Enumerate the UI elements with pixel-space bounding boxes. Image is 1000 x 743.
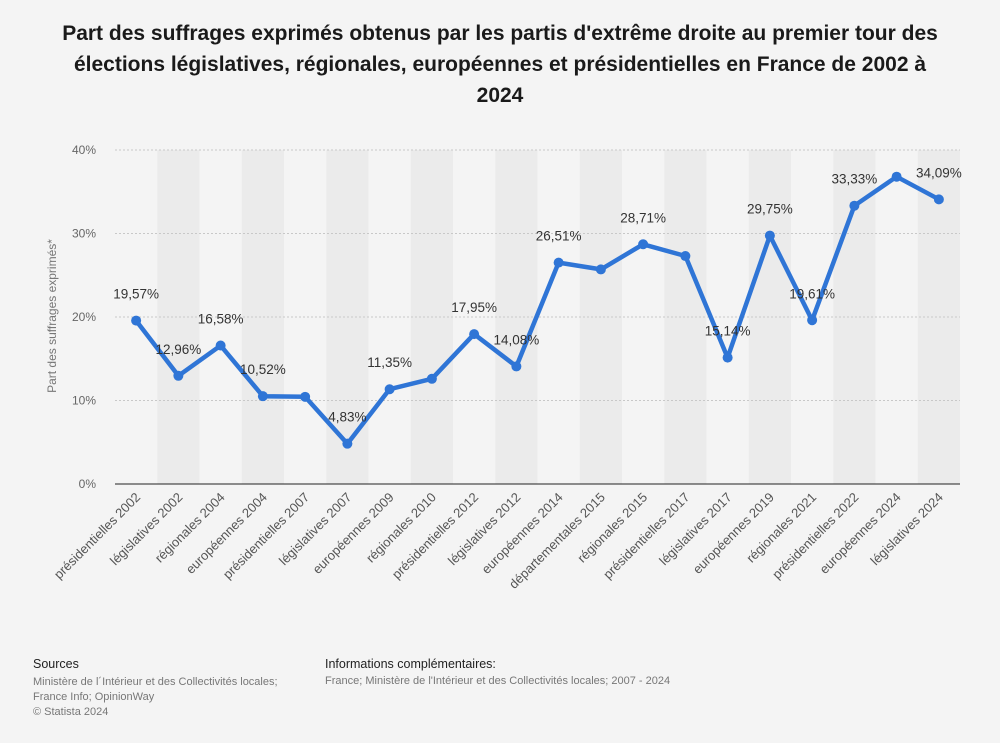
info-title: Informations complémentaires: [325,657,496,671]
data-label: 34,09% [916,165,962,180]
y-tick-label: 10% [72,394,96,408]
data-point [595,264,606,275]
data-point [807,315,818,326]
sources-line: Ministère de l´Intérieur et des Collecti… [33,676,278,688]
data-point [511,361,522,372]
data-label: 19,57% [113,287,159,302]
data-point [173,370,184,381]
x-tick-label: législatives 2024 [867,490,946,569]
data-point [131,315,142,326]
data-point [300,391,311,402]
sources-title: Sources [33,657,79,671]
data-label: 12,96% [155,342,201,357]
y-axis-label: Part des suffrages exprimés* [45,239,59,393]
data-label: 28,71% [620,210,666,225]
data-point [342,438,353,449]
data-point [849,200,860,211]
data-points [131,171,944,449]
data-point [257,391,268,402]
data-point [933,194,944,205]
data-label: 10,52% [240,362,286,377]
x-tick-label: législatives 2007 [276,490,355,569]
data-labels: 19,57% 12,96% 16,58% 10,52% 4,83% 11,35% 17,95… [113,165,962,424]
sources-text: Ministère de l´Intérieur et des Collecti… [33,675,323,720]
y-axis-ticks: 0% 10% 20% 30% 40% [72,143,96,491]
data-point [764,230,775,241]
y-tick-label: 20% [72,310,96,324]
data-point [680,251,691,262]
copyright: © Statista 2024 [33,706,109,718]
x-tick-label: législatives 2002 [107,490,186,569]
data-label: 4,83% [328,410,366,425]
data-label: 33,33% [831,172,877,187]
info-text: France; Ministère de l'Intérieur et des … [325,675,671,687]
chart-title: Part des suffrages exprimés obtenus par … [62,22,938,107]
y-tick-label: 40% [72,143,96,157]
grid-lines [115,149,960,401]
x-tick-label: législatives 2017 [656,490,735,569]
data-point [638,239,649,250]
data-point [215,340,226,351]
data-point [426,373,437,384]
data-label: 17,95% [451,300,497,315]
data-label: 26,51% [536,229,582,244]
y-tick-label: 0% [79,477,97,491]
data-point [553,257,564,268]
data-point [384,384,395,395]
y-tick-label: 30% [72,227,96,241]
data-label: 15,14% [705,324,751,339]
data-label: 11,35% [367,355,412,370]
data-point [722,352,733,363]
data-label: 14,08% [493,332,539,347]
data-label: 29,75% [747,202,793,217]
data-point [891,171,902,182]
data-label: 19,61% [789,286,835,301]
data-label: 16,58% [198,312,244,327]
line-chart: 0% 10% 20% 30% 40% Part des suffrages exprim… [45,143,962,592]
data-point [469,329,480,340]
series-line [133,174,942,446]
x-tick-label: législatives 2012 [445,490,524,569]
sources-line: France Info; OpinionWay [33,691,155,703]
